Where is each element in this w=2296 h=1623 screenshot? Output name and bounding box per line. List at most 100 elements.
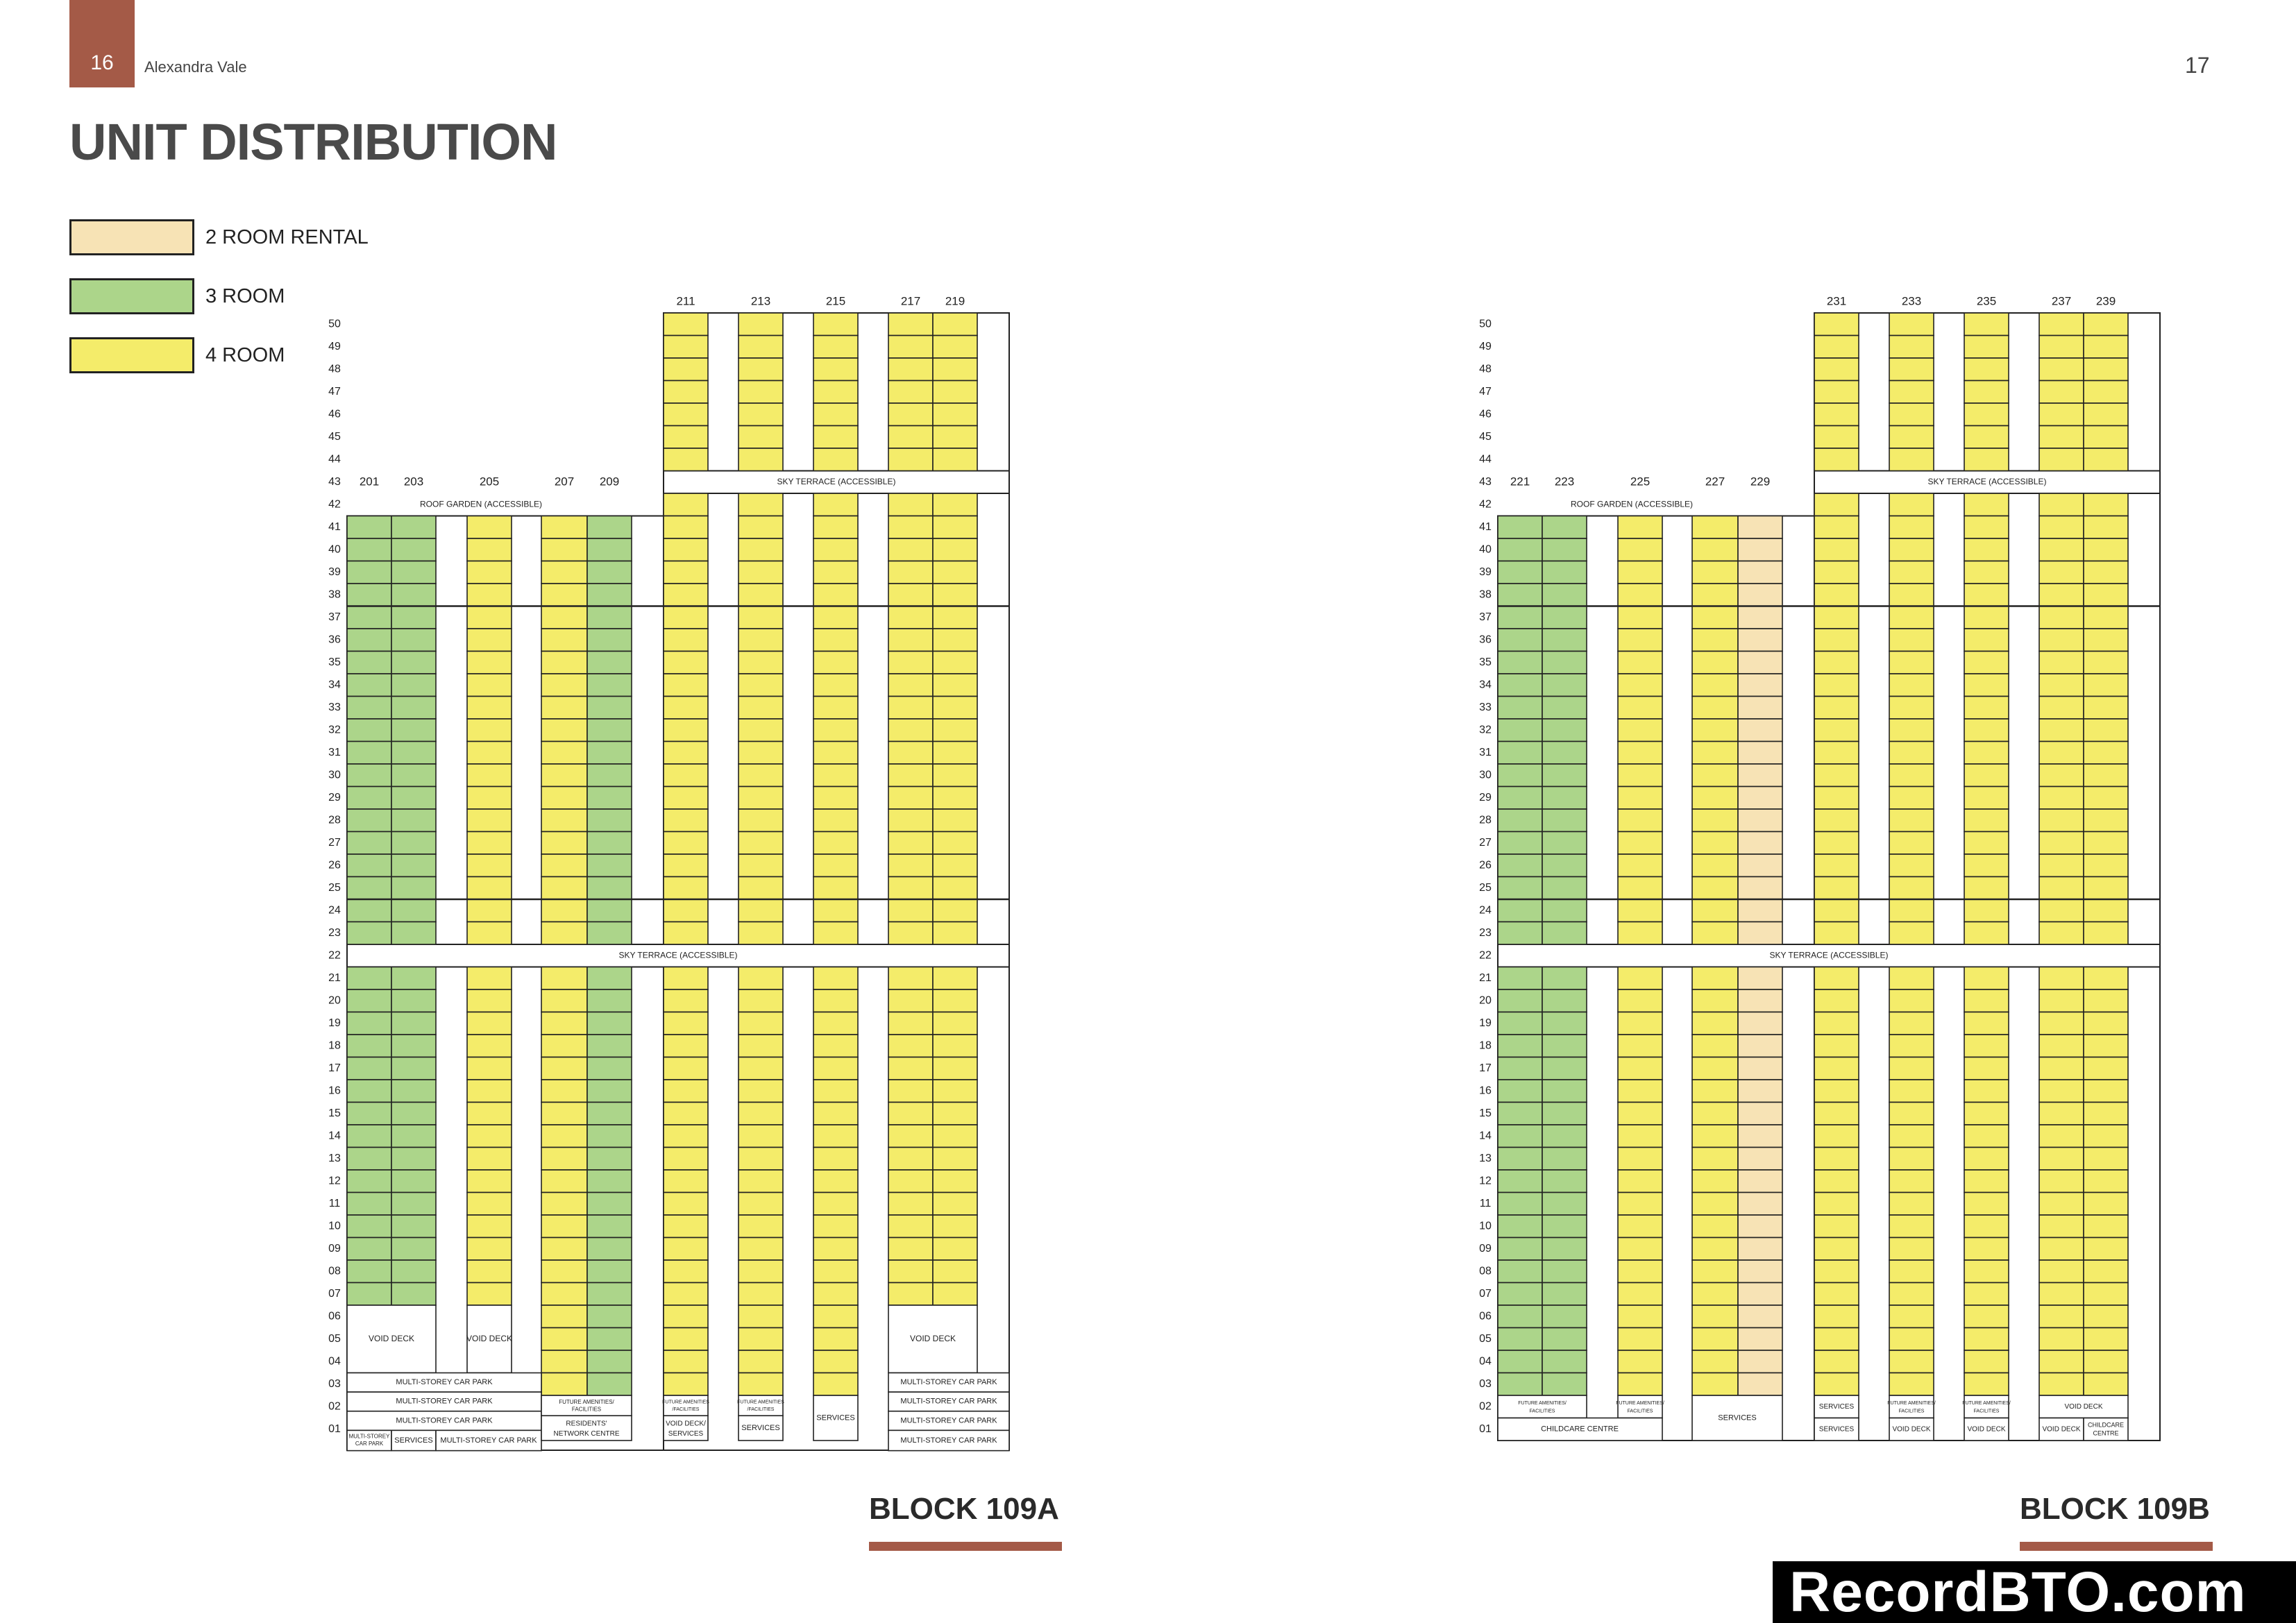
unit-cell xyxy=(663,989,709,1013)
unit-cell xyxy=(541,966,588,990)
unit-cell xyxy=(346,1282,392,1306)
unit-cell xyxy=(586,1259,632,1284)
unit-cell xyxy=(2083,402,2129,427)
unit-cell xyxy=(2038,989,2084,1013)
floor-label: 04 xyxy=(1479,1355,1492,1367)
unit-number-label: 205 xyxy=(480,475,499,488)
unit-cell xyxy=(346,740,392,765)
floor-label: 29 xyxy=(1479,792,1492,804)
unit-cell xyxy=(466,831,512,855)
unit-cell xyxy=(888,673,934,697)
unit-cell xyxy=(738,831,784,855)
floor-label: 12 xyxy=(328,1175,341,1187)
unit-cell xyxy=(1964,1237,2009,1261)
unit-cell xyxy=(1814,1169,1859,1193)
unit-cell xyxy=(663,831,709,855)
unit-cell xyxy=(1691,921,1739,945)
unit-cell xyxy=(738,1146,784,1171)
unit-cell xyxy=(1691,1034,1739,1058)
unit-cell xyxy=(586,1327,632,1351)
unit-cell xyxy=(1542,1056,1587,1080)
unit-cell xyxy=(466,515,512,539)
unit-cell xyxy=(738,989,784,1013)
unit-cell xyxy=(466,1191,512,1216)
unit-cell xyxy=(2038,1214,2084,1239)
unit-cell xyxy=(541,605,588,629)
unit-number-label: 231 xyxy=(1827,294,1846,307)
unit-cell xyxy=(932,1214,978,1239)
floor-label: 31 xyxy=(1479,747,1492,758)
unit-cell xyxy=(663,334,709,359)
unit-cell xyxy=(346,1237,392,1261)
unit-cell xyxy=(1737,1372,1783,1396)
unit-cell xyxy=(663,1146,709,1171)
unit-cell xyxy=(2038,538,2084,562)
unit-cell xyxy=(738,1372,784,1396)
unit-cell xyxy=(1737,1214,1783,1239)
unit-cell xyxy=(888,966,934,990)
future-amenities-cell xyxy=(738,1395,784,1417)
unit-cell xyxy=(346,673,392,697)
unit-cell xyxy=(1617,1191,1663,1216)
unit-cell xyxy=(1814,1327,1859,1351)
unit-cell xyxy=(2038,1056,2084,1080)
unit-cell xyxy=(1691,1305,1739,1329)
floor-label: 20 xyxy=(1479,994,1492,1006)
unit-cell xyxy=(663,899,709,923)
unit-cell xyxy=(1737,1169,1783,1193)
unit-cell xyxy=(1617,1146,1663,1171)
unit-cell xyxy=(932,876,978,900)
unit-cell xyxy=(663,515,709,539)
unit-cell xyxy=(663,1191,709,1216)
sky-terrace-22 xyxy=(346,944,1010,968)
unit-number-label: 235 xyxy=(1977,294,1996,307)
unit-cell xyxy=(2038,560,2084,584)
void-deck-cell xyxy=(1889,1417,1934,1441)
unit-cell xyxy=(738,425,784,449)
unit-cell xyxy=(2083,673,2129,697)
unit-cell xyxy=(2083,650,2129,674)
unit-cell xyxy=(2038,1011,2084,1035)
unit-cell xyxy=(738,605,784,629)
unit-cell xyxy=(2083,876,2129,900)
floor-label: 11 xyxy=(329,1198,341,1209)
unit-cell xyxy=(2083,853,2129,878)
unit-cell xyxy=(1889,1214,1934,1239)
void-deck-cell xyxy=(663,1415,709,1441)
unit-cell xyxy=(2038,1146,2084,1171)
unit-cell xyxy=(1542,1282,1587,1306)
unit-cell xyxy=(346,1146,392,1171)
unit-cell xyxy=(1889,899,1934,923)
unit-cell xyxy=(1889,1101,1934,1125)
floor-label: 20 xyxy=(328,994,341,1006)
unit-number-label: 229 xyxy=(1750,475,1770,488)
unit-cell xyxy=(813,1034,859,1058)
unit-cell xyxy=(738,899,784,923)
floor-label: 45 xyxy=(328,431,341,443)
unit-cell xyxy=(738,515,784,539)
unit-cell xyxy=(1889,312,1934,337)
unit-cell xyxy=(541,876,588,900)
unit-cell xyxy=(1964,966,2009,990)
unit-cell xyxy=(1814,357,1859,382)
unit-cell xyxy=(1814,966,1859,990)
unit-cell xyxy=(2038,785,2084,810)
unit-cell xyxy=(1617,515,1663,539)
unit-cell xyxy=(466,1259,512,1284)
floor-label: 30 xyxy=(328,769,341,781)
unit-cell xyxy=(738,718,784,742)
unit-cell xyxy=(1889,1305,1934,1329)
floor-label: 01 xyxy=(328,1423,341,1435)
unit-number-label: 201 xyxy=(360,475,379,488)
unit-cell xyxy=(813,1124,859,1148)
unit-cell xyxy=(586,1191,632,1216)
unit-cell xyxy=(466,763,512,788)
unit-cell xyxy=(1542,876,1587,900)
sky-terrace-label: SKY TERRACE (ACCESSIBLE) xyxy=(1928,477,2047,486)
unit-cell xyxy=(1814,899,1859,923)
unit-cell xyxy=(932,1101,978,1125)
unit-cell xyxy=(813,357,859,382)
unit-cell xyxy=(1691,1372,1739,1396)
unit-cell xyxy=(1964,1101,2009,1125)
unit-cell xyxy=(1691,1214,1739,1239)
